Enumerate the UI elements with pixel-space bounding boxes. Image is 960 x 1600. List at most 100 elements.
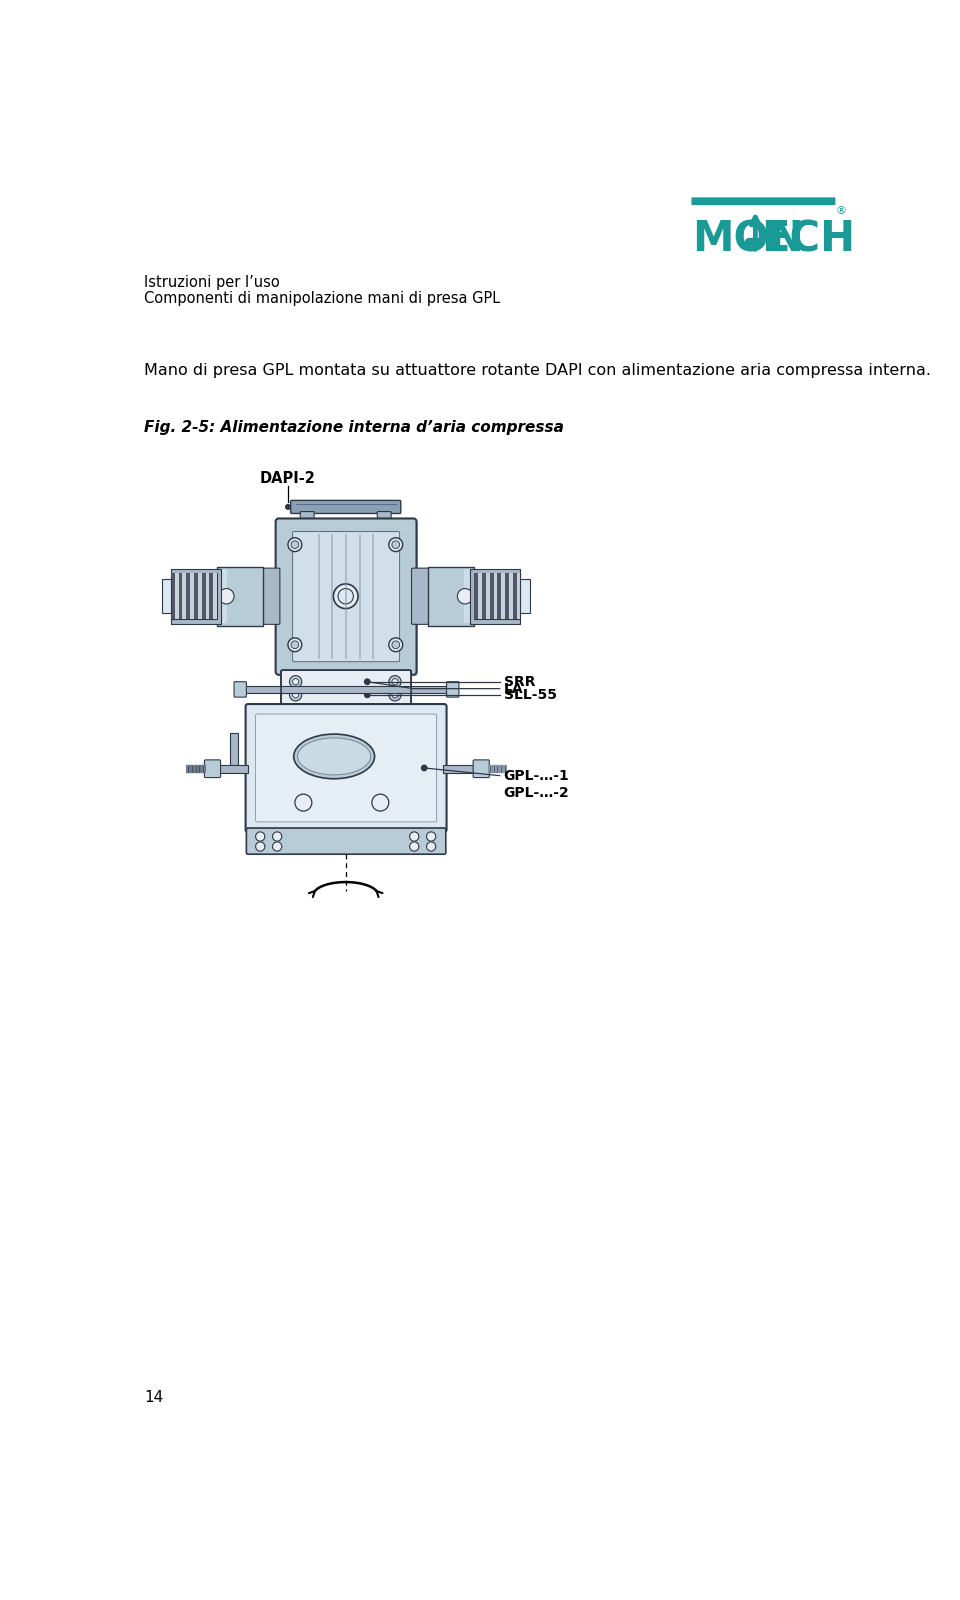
Bar xyxy=(171,568,221,624)
Bar xyxy=(513,573,516,619)
FancyBboxPatch shape xyxy=(446,682,459,698)
FancyBboxPatch shape xyxy=(247,829,445,854)
Bar xyxy=(202,573,205,619)
Bar xyxy=(186,573,190,619)
Bar xyxy=(516,573,520,619)
Bar xyxy=(474,573,478,619)
Bar xyxy=(244,685,448,693)
Text: Istruzioni per l’uso: Istruzioni per l’uso xyxy=(144,275,279,290)
FancyBboxPatch shape xyxy=(293,531,399,662)
Bar xyxy=(501,573,505,619)
FancyBboxPatch shape xyxy=(277,520,418,677)
Bar xyxy=(182,573,186,619)
Circle shape xyxy=(389,675,401,688)
Text: MON: MON xyxy=(692,219,804,261)
Circle shape xyxy=(392,678,398,685)
Bar xyxy=(490,573,493,619)
Circle shape xyxy=(293,678,299,685)
FancyBboxPatch shape xyxy=(234,682,247,698)
Circle shape xyxy=(389,638,402,651)
FancyBboxPatch shape xyxy=(255,714,437,822)
Circle shape xyxy=(290,688,301,701)
Bar xyxy=(194,573,198,619)
Bar xyxy=(161,579,171,613)
FancyBboxPatch shape xyxy=(204,760,221,778)
Circle shape xyxy=(389,538,402,552)
Bar xyxy=(171,573,175,619)
Bar xyxy=(198,573,202,619)
Text: Componenti di manipolazione mani di presa GPL: Componenti di manipolazione mani di pres… xyxy=(144,291,500,306)
Circle shape xyxy=(255,832,265,842)
Circle shape xyxy=(293,691,299,698)
Bar xyxy=(478,573,482,619)
Text: ECH: ECH xyxy=(761,219,855,261)
Circle shape xyxy=(392,541,399,549)
Circle shape xyxy=(410,832,419,842)
FancyBboxPatch shape xyxy=(300,512,314,522)
Text: GPL-…-1: GPL-…-1 xyxy=(504,768,569,782)
Circle shape xyxy=(333,584,358,608)
Circle shape xyxy=(426,832,436,842)
Bar xyxy=(217,566,263,626)
Ellipse shape xyxy=(294,734,374,779)
Bar xyxy=(520,579,530,613)
FancyBboxPatch shape xyxy=(412,568,429,624)
Circle shape xyxy=(338,589,353,603)
Text: 14: 14 xyxy=(144,1390,163,1405)
Bar xyxy=(220,570,228,622)
Bar xyxy=(217,765,248,773)
Bar xyxy=(505,573,509,619)
Circle shape xyxy=(389,688,401,701)
Bar xyxy=(213,573,217,619)
FancyBboxPatch shape xyxy=(281,670,411,707)
Circle shape xyxy=(290,675,301,688)
Circle shape xyxy=(291,642,299,648)
Circle shape xyxy=(365,678,370,685)
Circle shape xyxy=(255,842,265,851)
FancyBboxPatch shape xyxy=(291,501,400,514)
Circle shape xyxy=(273,842,282,851)
Circle shape xyxy=(288,638,301,651)
Circle shape xyxy=(273,832,282,842)
Text: ®: ® xyxy=(835,206,847,216)
FancyBboxPatch shape xyxy=(473,760,490,778)
Circle shape xyxy=(426,842,436,851)
Bar xyxy=(474,573,520,619)
Text: SRR: SRR xyxy=(504,675,535,688)
Circle shape xyxy=(392,691,398,698)
Circle shape xyxy=(219,589,234,603)
Circle shape xyxy=(410,842,419,851)
FancyBboxPatch shape xyxy=(276,518,417,675)
Bar xyxy=(493,573,497,619)
Text: DAPI-2: DAPI-2 xyxy=(260,470,316,486)
Text: SLL-55: SLL-55 xyxy=(504,688,557,702)
FancyBboxPatch shape xyxy=(377,512,391,522)
FancyBboxPatch shape xyxy=(262,568,280,624)
FancyBboxPatch shape xyxy=(691,197,835,205)
Circle shape xyxy=(291,541,299,549)
Circle shape xyxy=(421,765,427,771)
Bar xyxy=(486,573,490,619)
Text: GPL-…-2: GPL-…-2 xyxy=(504,786,569,800)
Bar xyxy=(428,566,474,626)
Bar xyxy=(465,570,472,622)
Text: LA: LA xyxy=(504,682,523,696)
Circle shape xyxy=(295,794,312,811)
Bar xyxy=(175,573,179,619)
Text: Mano di presa GPL montata su attuattore rotante DAPI con alimentazione aria comp: Mano di presa GPL montata su attuattore … xyxy=(144,363,931,378)
Bar xyxy=(444,765,474,773)
Text: Fig. 2-5: Alimentazione interna d’aria compressa: Fig. 2-5: Alimentazione interna d’aria c… xyxy=(144,419,564,435)
Bar xyxy=(230,733,238,768)
Bar xyxy=(205,573,209,619)
Bar xyxy=(482,573,486,619)
Bar xyxy=(509,573,513,619)
Circle shape xyxy=(392,642,399,648)
Circle shape xyxy=(288,538,301,552)
Bar xyxy=(470,568,520,624)
Circle shape xyxy=(365,693,370,698)
Bar xyxy=(190,573,194,619)
FancyBboxPatch shape xyxy=(246,704,446,832)
Circle shape xyxy=(372,794,389,811)
Circle shape xyxy=(286,504,290,509)
Circle shape xyxy=(457,589,472,603)
